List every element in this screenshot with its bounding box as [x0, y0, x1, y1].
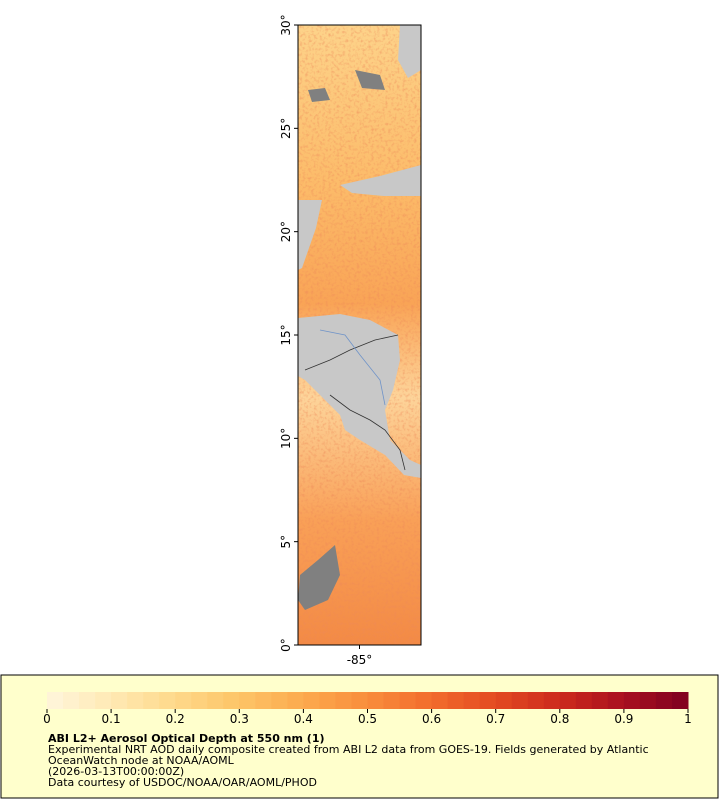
- colorbar-segment: [431, 692, 449, 709]
- colorbar-segment: [63, 692, 80, 709]
- colorbar-segment: [111, 692, 128, 709]
- y-tick-label: 30°: [279, 14, 293, 35]
- colorbar-tick-label: 0.2: [166, 712, 185, 726]
- colorbar-segment: [223, 692, 240, 709]
- legend-line: OceanWatch node at NOAA/AOML: [48, 754, 235, 767]
- legend-line: Data courtesy of USDOC/NOAA/OAR/AOML/PHO…: [48, 776, 317, 789]
- y-tick-label: 5°: [279, 535, 293, 549]
- colorbar-tick-label: 0: [43, 712, 51, 726]
- colorbar-segment: [671, 692, 689, 709]
- colorbar-tick-label: 0.7: [486, 712, 505, 726]
- legend-line: (2026-03-13T00:00:00Z): [48, 765, 184, 778]
- land: [355, 70, 385, 90]
- legend-title: ABI L2+ Aerosol Optical Depth at 550 nm …: [48, 732, 325, 745]
- land: [298, 314, 421, 478]
- colorbar-tick-label: 0.1: [102, 712, 121, 726]
- colorbar-segment: [367, 692, 385, 709]
- colorbar-segment: [527, 692, 545, 709]
- border: [329, 394, 406, 471]
- colorbar-segment: [47, 692, 64, 709]
- colorbar-segment: [655, 692, 673, 709]
- land: [340, 165, 421, 196]
- colorbar-segment: [463, 692, 481, 709]
- colorbar-tick-label: 1: [684, 712, 692, 726]
- colorbar-tick-label: 0.3: [230, 712, 249, 726]
- colorbar-segment: [159, 692, 176, 709]
- colorbar-segment: [319, 692, 336, 709]
- colorbar-segment: [623, 692, 641, 709]
- colorbar-segment: [399, 692, 417, 709]
- colorbar-tick-label: 0.6: [422, 712, 441, 726]
- colorbar-segment: [239, 692, 256, 709]
- colorbar-segment: [287, 692, 304, 709]
- colorbar-segment: [607, 692, 625, 709]
- colorbar-segment: [255, 692, 272, 709]
- legend-line: Experimental NRT AOD daily composite cre…: [48, 743, 649, 756]
- land: [308, 88, 330, 102]
- colorbar-segment: [591, 692, 609, 709]
- colorbar-segment: [95, 692, 112, 709]
- colorbar-segment: [271, 692, 288, 709]
- colorbar-tick-label: 0.8: [550, 712, 569, 726]
- colorbar-segment: [511, 692, 529, 709]
- colorbar-tick-label: 0.5: [358, 712, 377, 726]
- colorbar-segment: [303, 692, 320, 709]
- colorbar-segment: [79, 692, 96, 709]
- colorbar-segment: [543, 692, 561, 709]
- y-tick-label: 0°: [279, 638, 293, 652]
- colorbar-segment: [639, 692, 657, 709]
- colorbar-segment: [191, 692, 208, 709]
- colorbar-segment: [495, 692, 513, 709]
- land: [398, 25, 421, 78]
- colorbar-segment: [351, 692, 368, 709]
- y-tick-label: 25°: [279, 118, 293, 139]
- y-tick-label: 10°: [279, 428, 293, 449]
- colorbar-segment: [383, 692, 401, 709]
- colorbar-segment: [415, 692, 433, 709]
- colorbar-segment: [127, 692, 144, 709]
- y-tick-label: 20°: [279, 221, 293, 242]
- colorbar-segment: [479, 692, 497, 709]
- colorbar-segment: [175, 692, 192, 709]
- colorbar-segment: [335, 692, 352, 709]
- border: [304, 334, 399, 371]
- y-tick-label: 15°: [279, 324, 293, 345]
- colorbar-segment: [207, 692, 224, 709]
- colorbar-segment: [559, 692, 577, 709]
- land: [298, 200, 322, 270]
- river: [319, 329, 386, 406]
- aod-raster: [298, 25, 421, 645]
- land: [298, 545, 340, 610]
- x-tick-label: -85°: [347, 653, 373, 667]
- colorbar-tick-label: 0.4: [294, 712, 313, 726]
- colorbar-segment: [447, 692, 465, 709]
- colorbar-tick-label: 0.9: [614, 712, 633, 726]
- colorbar-segment: [143, 692, 160, 709]
- colorbar-segment: [575, 692, 593, 709]
